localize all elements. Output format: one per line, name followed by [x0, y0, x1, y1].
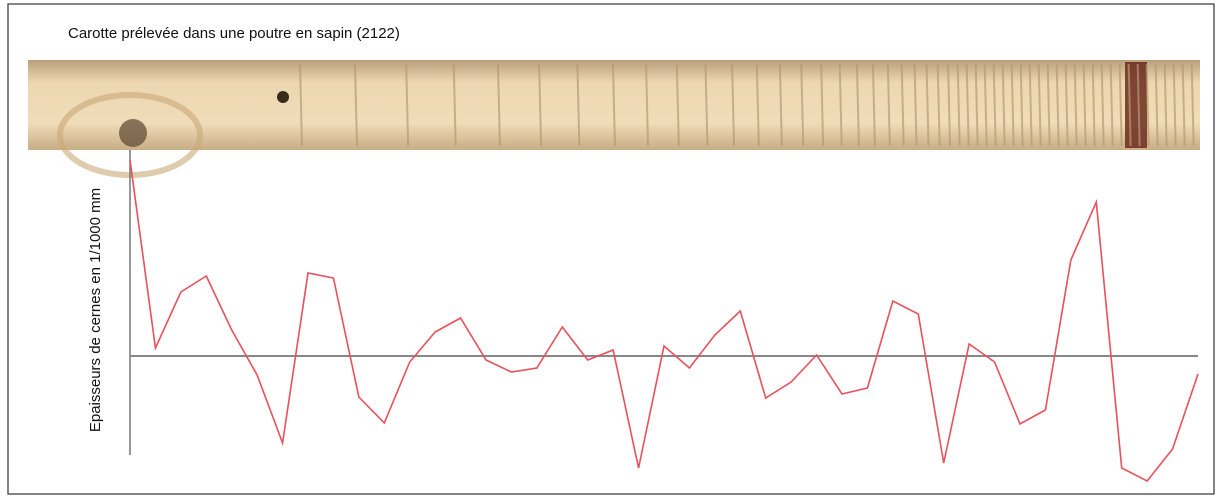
- chart-title: Carotte prélevée dans une poutre en sapi…: [68, 25, 400, 42]
- pith: [119, 119, 147, 147]
- figure: Carotte prélevée dans une poutre en sapi…: [0, 0, 1222, 496]
- y-axis-label: Epaisseurs de cernes en 1/1000 mm: [87, 188, 104, 432]
- knot: [277, 91, 289, 103]
- wood-core: [28, 60, 1200, 175]
- ring-width-line: [130, 160, 1198, 481]
